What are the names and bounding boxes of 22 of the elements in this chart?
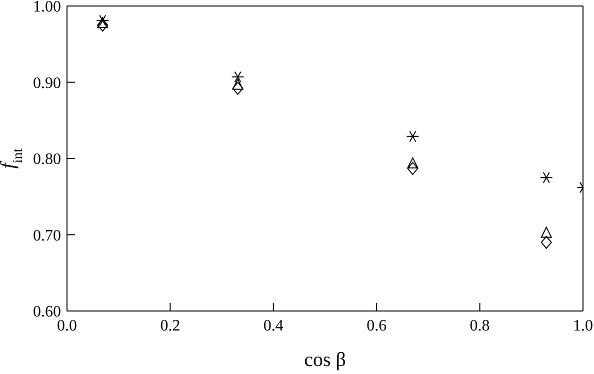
point — [96, 14, 110, 26]
point — [540, 226, 552, 238]
point — [540, 172, 553, 184]
x-tick-label: 0.4 — [263, 317, 284, 334]
point — [407, 162, 418, 175]
point — [97, 18, 108, 32]
point — [407, 157, 418, 168]
point — [231, 71, 244, 83]
x-tick-label: 0.2 — [160, 317, 180, 334]
x-tick-label: 0.8 — [470, 317, 490, 334]
point — [97, 17, 108, 28]
y-tick-label: 0.80 — [33, 151, 61, 168]
x-tick-label: 1.0 — [573, 317, 593, 334]
y-tick-label: 0.70 — [33, 227, 61, 244]
point — [540, 236, 552, 249]
x-axis-title: cos β — [304, 349, 346, 371]
y-tick-label: 0.90 — [33, 74, 61, 92]
y-tick-label: 1.00 — [33, 0, 61, 16]
point — [406, 130, 420, 142]
x-tick-label: 0.6 — [366, 317, 387, 334]
point — [232, 78, 244, 90]
point — [232, 82, 244, 95]
